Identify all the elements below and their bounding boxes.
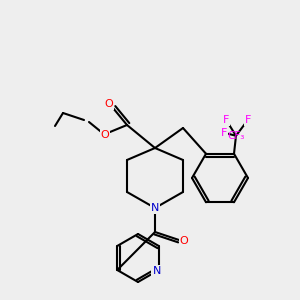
Text: O: O: [100, 130, 109, 140]
Text: O: O: [105, 99, 113, 109]
Text: O: O: [180, 236, 188, 246]
Text: N: N: [151, 203, 159, 213]
Text: F: F: [223, 115, 229, 125]
Text: F: F: [221, 128, 227, 138]
Text: CF₃: CF₃: [227, 131, 245, 141]
Text: N: N: [153, 266, 161, 276]
Text: F: F: [245, 115, 251, 125]
